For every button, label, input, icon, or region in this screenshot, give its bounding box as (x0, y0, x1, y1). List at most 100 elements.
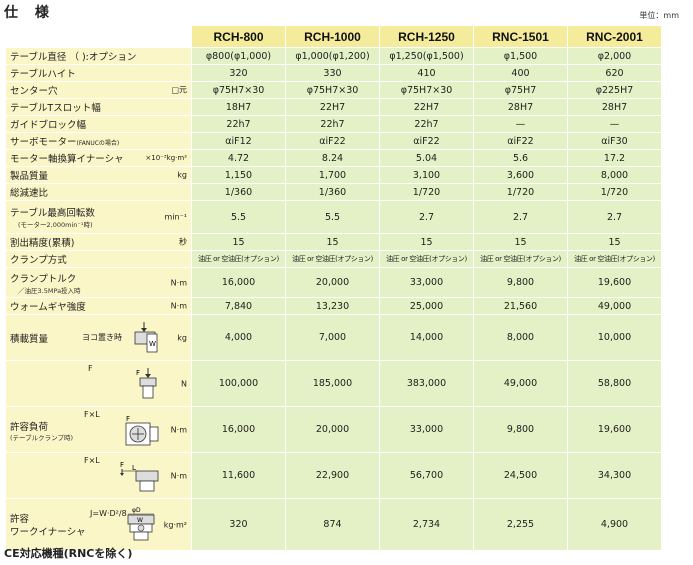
offset-moment-diagram-icon: F L (120, 461, 159, 492)
value-cell: 320 (191, 64, 286, 82)
row-t-slot-width: テーブルTスロット幅 18H7 22H7 22H7 28H7 28H7 (5, 98, 662, 116)
header-corner (5, 25, 192, 48)
row-product-mass: 製品質量 kg 1,150 1,700 3,100 3,600 8,000 (5, 166, 662, 184)
value-cell: 7,000 (285, 314, 380, 361)
row-label: 割出精度(累積) (10, 238, 75, 249)
value-cell: φ75H7×30 (379, 81, 474, 99)
value-cell: 20,000 (285, 267, 380, 298)
value-cell: αiF30 (567, 132, 662, 150)
value-cell: 3,100 (379, 166, 474, 184)
row-label-cell: テーブルTスロット幅 (5, 98, 192, 116)
row-label: 積載質量 (10, 333, 49, 345)
row-sublabel: (モーター2,000min⁻¹時) (18, 221, 93, 229)
value-cell: 油圧 or 空油圧(オプション) (567, 250, 662, 268)
value-cell: 16,000 (191, 267, 286, 298)
value-cell: 1/720 (379, 183, 474, 201)
row-servo-motor: サーボモーター(FANUCの場合) αiF12 αiF22 αiF22 αiF2… (5, 132, 662, 150)
row-note: F×L (84, 410, 100, 419)
value-cell: αiF22 (473, 132, 568, 150)
value-cell: 15 (379, 233, 474, 251)
row-label-cell: ウォームギヤ強度 N·m (5, 297, 192, 315)
value-cell: 油圧 or 空油圧(オプション) (285, 250, 380, 268)
row-label-cell: モーター軸換算イナーシャ ×10⁻³kg·m² (5, 149, 192, 167)
row-allowable-load-f: F F N 100,000 185,000 383,000 49,000 58,… (5, 360, 662, 407)
row-load-mass: 積載質量 ヨコ置き時 W kg 4,000 7,000 14,000 8,000… (5, 314, 662, 361)
value-cell: 58,800 (567, 360, 662, 407)
value-cell: 15 (191, 233, 286, 251)
value-cell: 5.5 (285, 200, 380, 234)
model-header: RNC-1501 (473, 25, 568, 48)
horizontal-load-diagram-icon: W (134, 322, 158, 353)
row-label: モーター軸換算イナーシャ (10, 154, 124, 165)
value-cell: 49,000 (473, 360, 568, 407)
row-note: F×L (84, 456, 100, 465)
value-cell: 10,000 (567, 314, 662, 361)
value-cell: 17.2 (567, 149, 662, 167)
row-unit: N·m (170, 425, 187, 434)
value-cell: 20,000 (285, 406, 380, 453)
row-label-cell: テーブル最高回転数 (モーター2,000min⁻¹時) min⁻¹ (5, 200, 192, 234)
value-cell: 56,700 (379, 452, 474, 499)
icon-letter-f: F (120, 461, 124, 469)
row-unit: N (181, 379, 187, 388)
value-cell: 油圧 or 空油圧(オプション) (379, 250, 474, 268)
row-label: ガイドブロック幅 (10, 120, 87, 131)
value-cell: 1,150 (191, 166, 286, 184)
row-label: センター穴 (10, 86, 58, 97)
value-cell: — (567, 115, 662, 133)
value-cell: φ75H7 (473, 81, 568, 99)
value-cell: 15 (285, 233, 380, 251)
row-label-cell: テーブル直径 （ ):オプション (5, 47, 192, 65)
row-label: テーブル最高回転数 (10, 208, 95, 219)
row-indexing-accuracy: 割出精度(累積) 秒 15 15 15 15 15 (5, 233, 662, 251)
value-cell: 28H7 (473, 98, 568, 116)
row-reduction-ratio: 総減速比 1/360 1/360 1/720 1/720 1/720 (5, 183, 662, 201)
row-label-cell: 許容負荷 (テーブルクランプ時) F×L F N·m (5, 406, 192, 453)
value-cell: 15 (473, 233, 568, 251)
value-cell: 22,900 (285, 452, 380, 499)
ce-note: CE対応機種(RNCを除く) (4, 547, 133, 560)
row-label-cell: クランプ方式 (5, 250, 192, 268)
value-cell: 18H7 (191, 98, 286, 116)
value-cell: 19,600 (567, 406, 662, 453)
value-cell: 1/360 (191, 183, 286, 201)
model-header: RCH-1250 (379, 25, 474, 48)
value-cell: — (473, 115, 568, 133)
row-unit: 秒 (179, 237, 187, 247)
model-header: RCH-1000 (285, 25, 380, 48)
value-cell: 33,000 (379, 267, 474, 298)
row-label: サーボモーター (10, 137, 77, 148)
icon-letter-l: L (132, 464, 136, 472)
row-table-height: テーブルハイト 320 330 410 400 620 (5, 64, 662, 82)
value-cell: 2.7 (473, 200, 568, 234)
row-note: F (88, 364, 93, 373)
row-label: 製品質量 (10, 171, 49, 182)
value-cell: 9,800 (473, 406, 568, 453)
value-cell: 4,000 (191, 314, 286, 361)
value-cell: φ75H7×30 (191, 81, 286, 99)
row-label-cell: センター穴 □元 (5, 81, 192, 99)
value-cell: 24,500 (473, 452, 568, 499)
value-cell: 13,230 (285, 297, 380, 315)
value-cell: 330 (285, 64, 380, 82)
value-cell: 1/720 (567, 183, 662, 201)
value-cell: 185,000 (285, 360, 380, 407)
value-cell: 22H7 (379, 98, 474, 116)
row-label-cell: クランプトルク ／油圧3.5MPa投入時 N·m (5, 267, 192, 298)
value-cell: 874 (285, 498, 380, 551)
row-label: テーブルTスロット幅 (10, 103, 101, 114)
row-unit: N·m (170, 278, 187, 287)
value-cell: 320 (191, 498, 286, 551)
row-label: クランプトルク (10, 273, 77, 285)
row-max-speed: テーブル最高回転数 (モーター2,000min⁻¹時) min⁻¹ 5.5 5.5 … (5, 200, 662, 234)
value-cell: 1/720 (473, 183, 568, 201)
row-clamp-method: クランプ方式 油圧 or 空油圧(オプション) 油圧 or 空油圧(オプション)… (5, 250, 662, 268)
row-unit: kg (177, 333, 187, 342)
model-header: RCH-800 (191, 25, 286, 48)
value-cell: 1,700 (285, 166, 380, 184)
value-cell: 2.7 (567, 200, 662, 234)
value-cell: φ1,500 (473, 47, 568, 65)
row-unit: N·m (170, 301, 187, 311)
row-unit: ×10⁻³kg·m² (145, 154, 187, 162)
value-cell: 油圧 or 空油圧(オプション) (473, 250, 568, 268)
